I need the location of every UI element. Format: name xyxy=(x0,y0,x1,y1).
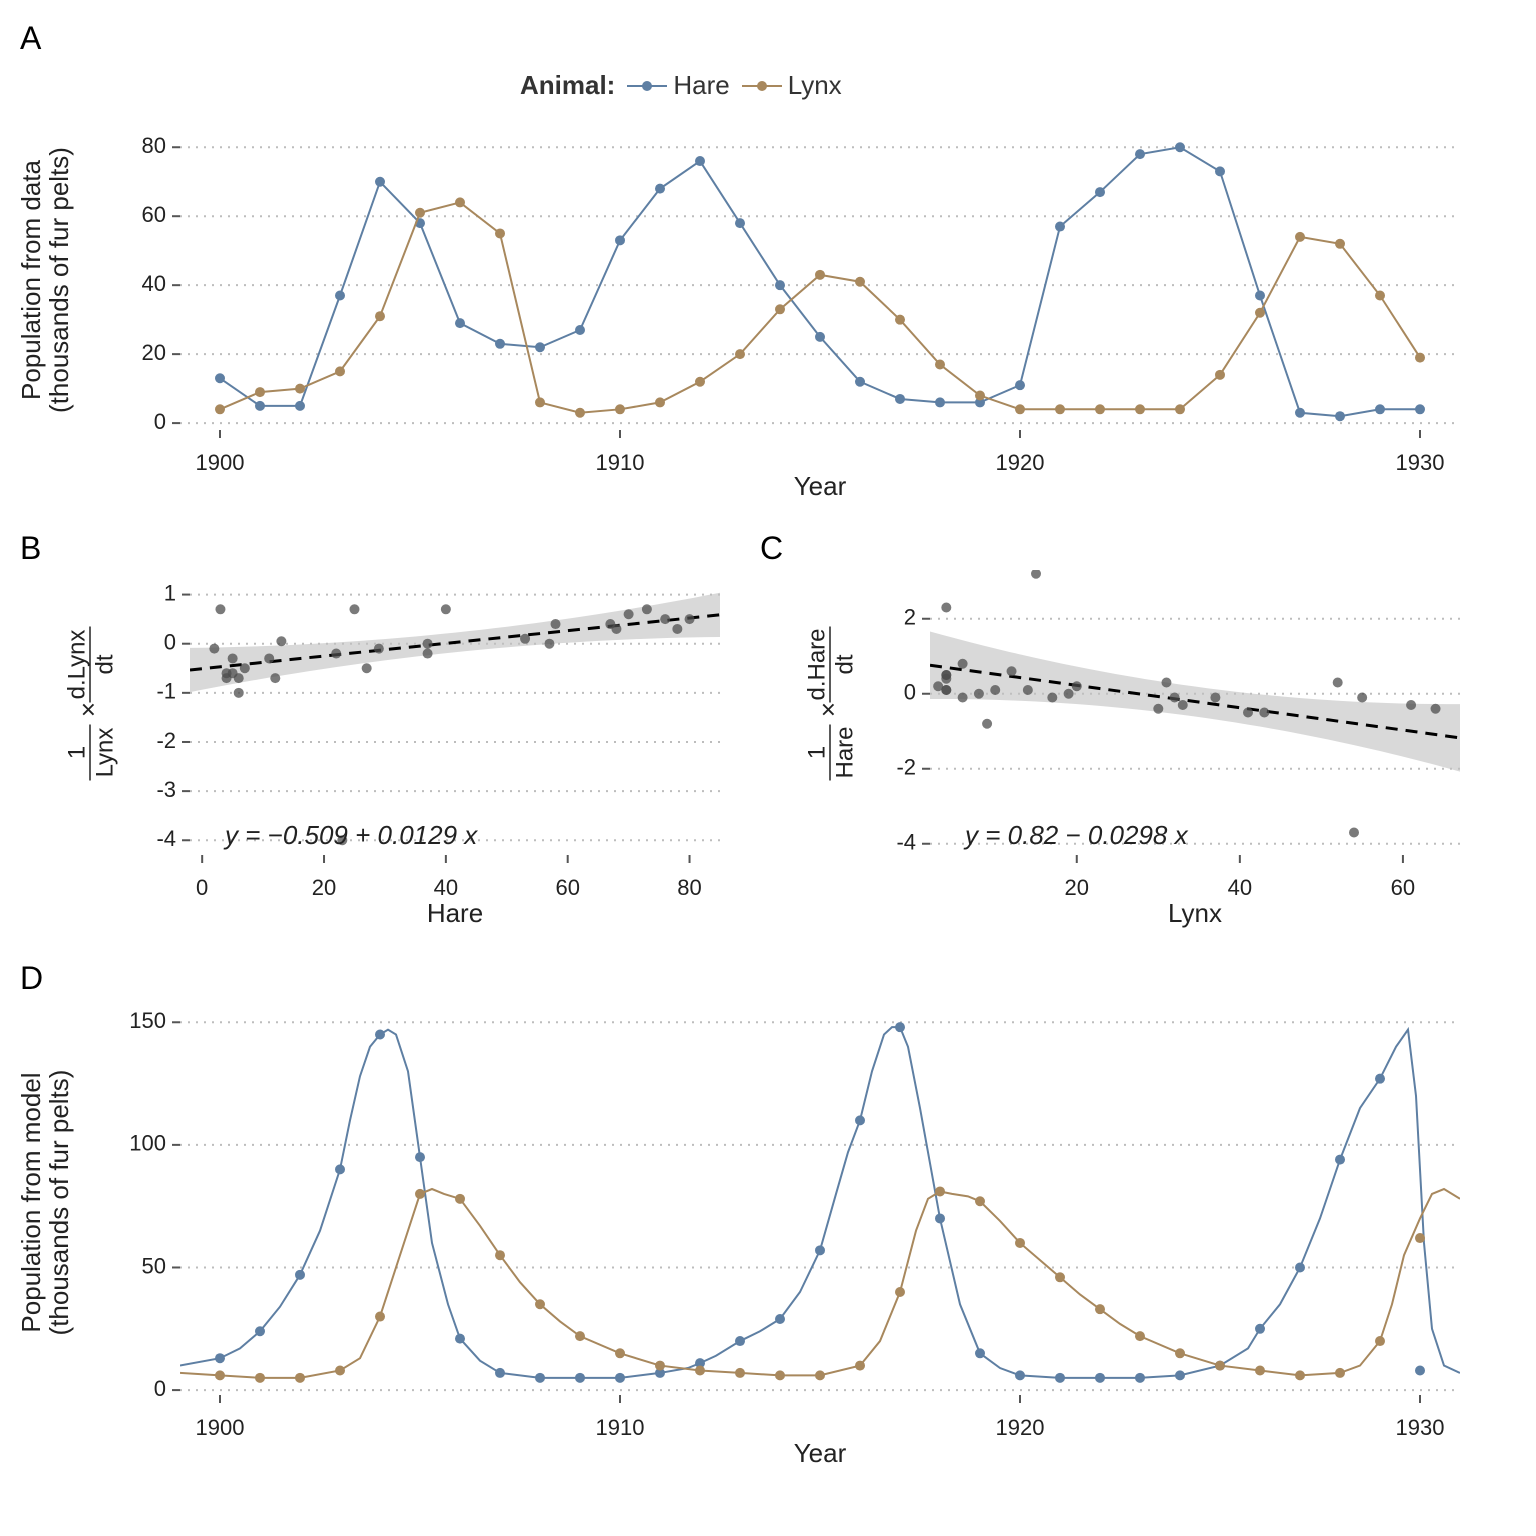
panel-D: 1900191019201930050100150YearPopulation … xyxy=(120,1000,1480,1480)
svg-text:60: 60 xyxy=(1391,875,1415,900)
svg-text:40: 40 xyxy=(142,271,166,296)
svg-text:80: 80 xyxy=(677,875,701,900)
legend-label-lynx: Lynx xyxy=(788,70,842,101)
svg-text:1930: 1930 xyxy=(1396,1415,1445,1440)
svg-text:0: 0 xyxy=(164,630,176,655)
svg-text:Hare: Hare xyxy=(831,726,858,778)
panel-C: 204060-4-202Lynxy = 0.82 − 0.0298 x1Hare… xyxy=(860,560,1480,940)
svg-text:y = 0.82 − 0.0298 x: y = 0.82 − 0.0298 x xyxy=(963,820,1189,850)
svg-text:20: 20 xyxy=(142,340,166,365)
svg-text:Year: Year xyxy=(794,471,847,501)
svg-text:dt: dt xyxy=(91,654,118,674)
svg-text:0: 0 xyxy=(904,680,916,705)
figure-root: A B C D Animal: Hare Lynx 1900 1910 1920 19… xyxy=(0,0,1536,1536)
svg-text:0: 0 xyxy=(154,1376,166,1401)
legend-title: Animal: xyxy=(520,70,615,101)
legend-item-hare: Hare xyxy=(627,70,729,101)
svg-text:1: 1 xyxy=(164,580,176,605)
svg-text:dt: dt xyxy=(831,654,858,674)
svg-text:Lynx: Lynx xyxy=(1168,898,1222,928)
svg-text:1920: 1920 xyxy=(996,1415,1045,1440)
svg-text:80: 80 xyxy=(142,133,166,158)
svg-text:1900: 1900 xyxy=(196,450,245,475)
svg-text:-2: -2 xyxy=(896,755,916,780)
svg-text:Year: Year xyxy=(794,1438,847,1468)
svg-text:1910: 1910 xyxy=(596,450,645,475)
svg-text:Population from model(thousand: Population from model(thousands of fur p… xyxy=(16,1070,74,1336)
svg-text:150: 150 xyxy=(129,1008,166,1033)
svg-text:60: 60 xyxy=(555,875,579,900)
svg-text:1: 1 xyxy=(63,746,90,759)
svg-text:-1: -1 xyxy=(156,679,176,704)
svg-text:60: 60 xyxy=(142,202,166,227)
svg-text:1920: 1920 xyxy=(996,450,1045,475)
legend-label-hare: Hare xyxy=(673,70,729,101)
svg-text:×: × xyxy=(73,702,103,717)
svg-text:40: 40 xyxy=(434,875,458,900)
svg-text:1930: 1930 xyxy=(1396,450,1445,475)
svg-text:d.Lynx: d.Lynx xyxy=(63,630,90,700)
svg-text:2: 2 xyxy=(904,605,916,630)
svg-text:-3: -3 xyxy=(156,777,176,802)
panel-label-D: D xyxy=(20,960,43,997)
svg-text:1910: 1910 xyxy=(596,1415,645,1440)
panel-B: 0 20 40 60 80 -4 -3 -2 -1 0 1 Hare y = −0.509 + 0.01… xyxy=(120,560,740,940)
svg-text:100: 100 xyxy=(129,1131,166,1156)
svg-text:-4: -4 xyxy=(896,830,916,855)
svg-text:50: 50 xyxy=(142,1253,166,1278)
svg-text:Population from data(thousands: Population from data(thousands of fur pe… xyxy=(16,147,74,413)
svg-text:-4: -4 xyxy=(156,826,176,851)
svg-text:0: 0 xyxy=(154,409,166,434)
svg-text:40: 40 xyxy=(1228,875,1252,900)
svg-text:0: 0 xyxy=(196,875,208,900)
legend: Animal: Hare Lynx xyxy=(520,70,842,101)
svg-text:20: 20 xyxy=(312,875,336,900)
svg-text:20: 20 xyxy=(1065,875,1089,900)
svg-text:y = −0.509 + 0.0129 x: y = −0.509 + 0.0129 x xyxy=(223,820,478,850)
svg-text:×: × xyxy=(813,702,843,717)
panel-label-A: A xyxy=(20,20,41,57)
panel-label-B: B xyxy=(20,530,41,567)
svg-text:1: 1 xyxy=(803,746,830,759)
svg-text:Hare: Hare xyxy=(427,898,483,928)
legend-item-lynx: Lynx xyxy=(742,70,842,101)
panel-label-C: C xyxy=(760,530,783,567)
panel-A: 1900191019201930020406080YearPopulation … xyxy=(120,120,1480,510)
svg-text:d.Hare: d.Hare xyxy=(803,628,830,700)
svg-text:1900: 1900 xyxy=(196,1415,245,1440)
svg-text:-2: -2 xyxy=(156,728,176,753)
svg-text:Lynx: Lynx xyxy=(91,728,118,778)
